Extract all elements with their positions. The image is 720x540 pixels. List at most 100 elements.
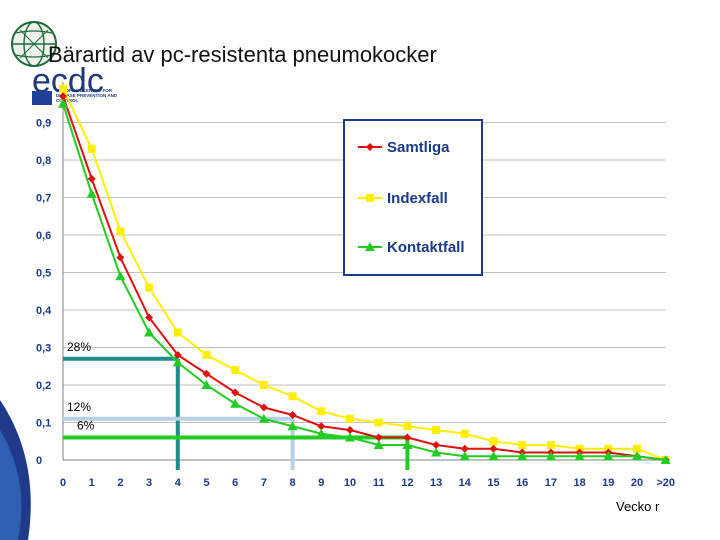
x-tick-label: 9 xyxy=(318,477,324,489)
x-tick-label: 18 xyxy=(573,477,585,489)
x-tick-label: 2 xyxy=(117,477,123,489)
legend-marker xyxy=(366,194,374,202)
legend-marker xyxy=(365,242,375,251)
data-point xyxy=(660,455,671,464)
data-point xyxy=(345,432,355,442)
data-point xyxy=(488,451,499,461)
data-point xyxy=(603,451,614,461)
y-tick-label: 0,2 xyxy=(36,380,51,392)
legend-marker xyxy=(366,143,374,151)
data-point xyxy=(87,174,96,183)
data-point xyxy=(373,440,384,449)
data-point xyxy=(145,283,154,292)
x-tick-label: 19 xyxy=(602,477,614,489)
x-tick-label: 16 xyxy=(516,477,528,489)
x-tick-label: 13 xyxy=(430,477,442,489)
series-line xyxy=(62,95,666,461)
data-point xyxy=(346,426,354,434)
x-tick-label: 15 xyxy=(487,477,499,489)
logo-caption: EUROPEAN CENTRE FOR DISEASE PREVENTION A… xyxy=(56,88,118,103)
data-point xyxy=(460,429,469,438)
series-line xyxy=(62,88,667,461)
data-point xyxy=(231,388,240,397)
x-tick-label: 5 xyxy=(203,477,209,489)
data-point xyxy=(230,398,241,408)
x-tick-label: 7 xyxy=(261,477,267,489)
x-tick-label: 3 xyxy=(146,477,152,489)
data-point xyxy=(201,380,212,389)
data-point xyxy=(145,313,154,322)
data-point xyxy=(288,411,297,419)
data-point xyxy=(258,413,269,423)
series-kontaktfall xyxy=(58,98,671,464)
y-tick-label: 0,3 xyxy=(36,343,51,355)
data-point xyxy=(574,451,585,461)
data-point xyxy=(402,440,413,449)
data-point xyxy=(287,421,298,431)
data-point xyxy=(403,422,412,431)
x-tick-label: 11 xyxy=(373,477,385,489)
x-tick-label: 20 xyxy=(631,477,643,489)
data-point xyxy=(87,144,96,153)
data-point xyxy=(259,403,268,412)
data-point xyxy=(374,433,383,442)
data-point xyxy=(346,414,354,423)
eu-flag-icon xyxy=(32,91,52,105)
legend-label: Samtliga xyxy=(387,139,450,156)
y-tick-label: 0,4 xyxy=(36,305,52,317)
data-point xyxy=(172,357,183,367)
data-point xyxy=(202,369,211,378)
legend: Samtliga Indexfall Kontaktfall xyxy=(343,119,483,276)
data-point xyxy=(317,422,326,431)
y-tick-label: 0,7 xyxy=(36,193,51,205)
ref-label: 28% xyxy=(67,340,91,354)
y-tick-label: 0,9 xyxy=(36,118,51,130)
data-point xyxy=(545,451,556,461)
data-point xyxy=(633,444,641,453)
data-point xyxy=(432,441,441,449)
decorative-wave xyxy=(0,400,31,540)
data-point xyxy=(489,437,498,446)
legend-label: Indexfall xyxy=(387,190,448,207)
series-line xyxy=(62,103,666,461)
data-point xyxy=(144,327,155,337)
data-point xyxy=(316,428,327,438)
slide-title: Bärartid av pc-resistenta pneumokocker xyxy=(48,42,437,67)
axes: 00,10,20,30,40,50,60,70,80,90 1 2 3 4 5 6 7 8 9 10… xyxy=(36,82,675,489)
data-point xyxy=(115,271,126,281)
x-tick-label: 8 xyxy=(290,477,296,489)
data-point xyxy=(459,451,470,461)
data-point xyxy=(317,407,326,416)
ecdc-logo: ecdc xyxy=(8,6,128,116)
y-tick-label: 0 xyxy=(36,455,42,467)
data-point xyxy=(259,381,268,389)
ref-label: 12% xyxy=(67,400,91,414)
x-tick-label: 12 xyxy=(401,477,413,489)
x-tick-label: 6 xyxy=(232,477,238,489)
ref-label: 6% xyxy=(77,419,95,433)
legend-label: Kontaktfall xyxy=(387,239,465,256)
data-point xyxy=(116,253,125,262)
x-tick-label: 14 xyxy=(459,477,472,489)
data-point xyxy=(431,447,442,457)
data-point xyxy=(86,188,97,198)
x-tick-label: 10 xyxy=(344,477,356,489)
data-point xyxy=(173,328,182,337)
y-tick-label: 0,6 xyxy=(36,230,51,242)
data-point xyxy=(59,92,67,101)
series xyxy=(58,84,671,464)
data-point xyxy=(202,351,211,359)
globe-icon: ecdc xyxy=(11,21,104,100)
data-point xyxy=(59,84,67,93)
x-tick-label: >20 xyxy=(656,477,675,489)
data-point xyxy=(546,441,555,449)
data-point xyxy=(632,451,642,461)
y-tick-label: 0,5 xyxy=(36,268,51,280)
data-point xyxy=(231,366,240,374)
y-tick-label: 0,8 xyxy=(36,155,51,167)
data-point xyxy=(173,351,182,359)
x-tick-label: 4 xyxy=(175,477,182,489)
data-point xyxy=(403,433,412,442)
data-point xyxy=(58,98,68,108)
data-point xyxy=(116,227,125,236)
